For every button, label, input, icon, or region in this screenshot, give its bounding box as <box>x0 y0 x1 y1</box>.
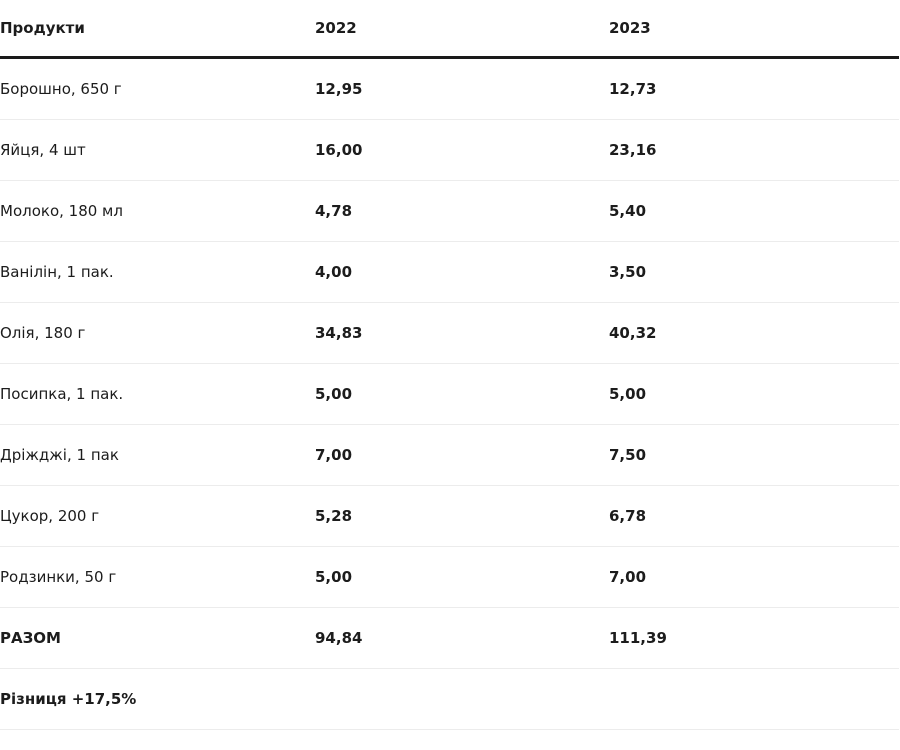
price-2022: 5,00 <box>315 568 353 586</box>
total-label: РАЗОМ <box>0 629 61 647</box>
total-2023: 111,39 <box>609 629 667 647</box>
product-name: Родзинки, 50 г <box>0 568 117 586</box>
table-row: Олія, 180 г 34,83 40,32 <box>0 303 899 364</box>
product-name: Цукор, 200 г <box>0 507 100 525</box>
table-row: Молоко, 180 мл 4,78 5,40 <box>0 181 899 242</box>
price-2022: 4,78 <box>315 202 353 220</box>
price-2023: 7,50 <box>609 446 647 464</box>
price-2022: 4,00 <box>315 263 353 281</box>
table-row: Яйця, 4 шт 16,00 23,16 <box>0 120 899 181</box>
table-row: Борошно, 650 г 12,95 12,73 <box>0 59 899 120</box>
price-2023: 6,78 <box>609 507 647 525</box>
header-products: Продукти <box>0 19 85 37</box>
table-row: Цукор, 200 г 5,28 6,78 <box>0 486 899 547</box>
price-2022: 12,95 <box>315 80 363 98</box>
total-row: РАЗОМ 94,84 111,39 <box>0 608 899 669</box>
price-2022: 5,00 <box>315 385 353 403</box>
table-row: Родзинки, 50 г 5,00 7,00 <box>0 547 899 608</box>
product-name: Ванілін, 1 пак. <box>0 263 114 281</box>
header-year-2023: 2023 <box>609 19 651 37</box>
price-comparison-table: Продукти 2022 2023 Борошно, 650 г 12,95 … <box>0 0 899 730</box>
product-name: Яйця, 4 шт <box>0 141 86 159</box>
price-2023: 3,50 <box>609 263 647 281</box>
header-year-2022: 2022 <box>315 19 357 37</box>
difference-label: Різниця +17,5% <box>0 690 137 708</box>
product-name: Посипка, 1 пак. <box>0 385 124 403</box>
table-row: Ванілін, 1 пак. 4,00 3,50 <box>0 242 899 303</box>
product-name: Борошно, 650 г <box>0 80 122 98</box>
product-name: Молоко, 180 мл <box>0 202 123 220</box>
table-row: Посипка, 1 пак. 5,00 5,00 <box>0 364 899 425</box>
price-2022: 16,00 <box>315 141 363 159</box>
price-2023: 7,00 <box>609 568 647 586</box>
price-2022: 5,28 <box>315 507 353 525</box>
difference-row: Різниця +17,5% <box>0 669 899 730</box>
price-2023: 12,73 <box>609 80 657 98</box>
price-2023: 23,16 <box>609 141 657 159</box>
table-row: Дріжджі, 1 пак 7,00 7,50 <box>0 425 899 486</box>
price-2023: 5,00 <box>609 385 647 403</box>
price-2023: 5,40 <box>609 202 647 220</box>
total-2022: 94,84 <box>315 629 363 647</box>
product-name: Олія, 180 г <box>0 324 86 342</box>
price-2022: 7,00 <box>315 446 353 464</box>
table-header-row: Продукти 2022 2023 <box>0 0 899 59</box>
product-name: Дріжджі, 1 пак <box>0 446 119 464</box>
price-2022: 34,83 <box>315 324 363 342</box>
price-2023: 40,32 <box>609 324 657 342</box>
